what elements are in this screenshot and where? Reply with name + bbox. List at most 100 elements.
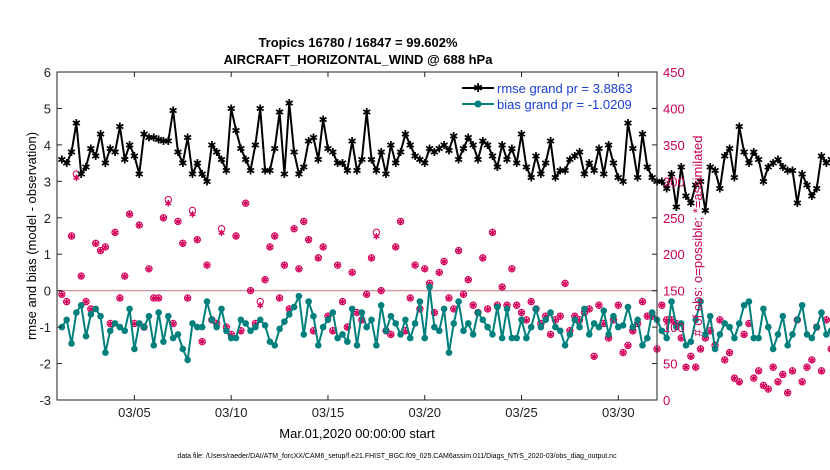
obs-assimilated-point: ✱: [745, 320, 753, 330]
obs-assimilated-point: ✱: [232, 233, 240, 243]
rmse-point: ✱: [256, 102, 265, 115]
obs-possible-point: [556, 312, 564, 320]
obs-possible-point: [387, 330, 395, 339]
bias-point: [431, 323, 438, 331]
obs-possible-point: [396, 217, 405, 226]
legend-rmse-marker: ✱: [473, 81, 483, 95]
obs-possible-point: [508, 265, 516, 273]
obs-possible-point: [77, 272, 85, 280]
bias-point: [445, 349, 453, 356]
obs-possible-point: [411, 261, 419, 269]
rmse-point: ✱: [217, 153, 226, 166]
rmse-point: ✱: [464, 132, 473, 145]
obs-assimilated-point: ✱: [624, 342, 632, 352]
bias-point: [281, 318, 288, 325]
obs-assimilated-point: ✱: [87, 305, 95, 315]
bias-point: [223, 327, 230, 335]
obs-assimilated-point: ✱: [668, 316, 676, 326]
rmse-point: ✱: [289, 146, 298, 159]
bias-point: [382, 327, 390, 335]
rmse-point: ✱: [469, 139, 478, 152]
rmse-point: ✱: [522, 161, 531, 174]
bias-point: [527, 323, 535, 331]
y-tick-label: 5: [44, 101, 51, 116]
obs-assimilated-point: ✱: [827, 345, 830, 355]
rmse-point: ✱: [183, 132, 192, 145]
bias-point: [634, 316, 641, 324]
obs-assimilated-point: ✱: [798, 378, 806, 388]
bias-point: [305, 298, 312, 305]
rmse-point: ✱: [67, 146, 76, 159]
obs-assimilated-point: ✱: [169, 320, 177, 330]
obs-possible-point: [367, 254, 376, 262]
obs-possible-point: [725, 348, 734, 357]
rmse-point: ✱: [154, 133, 163, 146]
obs-assimilated-point: ✱: [339, 298, 347, 308]
bias-point: [687, 338, 695, 345]
bias-point: [174, 331, 182, 338]
y2-tick-label: 150: [663, 284, 685, 299]
obs-possible-point: [256, 297, 264, 306]
bias-point: [310, 312, 317, 320]
obs-possible-point: [72, 170, 81, 178]
obs-possible-point: [803, 363, 811, 371]
obs-assimilated-point: ✱: [397, 218, 405, 228]
bias-point: [218, 305, 225, 313]
bias-point: [116, 323, 124, 331]
rmse-point: ✱: [517, 128, 526, 141]
bias-point: [150, 342, 158, 349]
obs-assimilated-point: ✱: [658, 302, 666, 312]
obs-assimilated-point: ✱: [547, 331, 555, 341]
obs-assimilated-point: ✱: [716, 316, 724, 326]
bias-point: [406, 334, 414, 342]
rmse-point: ✱: [130, 150, 139, 163]
obs-possible-point: [154, 294, 163, 302]
bias-point: [184, 356, 191, 364]
obs-possible-point: [290, 225, 298, 233]
obs-assimilated-point: ✱: [518, 309, 526, 319]
obs-assimilated-point: ✱: [561, 280, 569, 290]
y-tick-label: -3: [39, 393, 51, 408]
rmse-point: ✱: [173, 146, 182, 159]
obs-possible-point: [135, 221, 143, 229]
bias-point: [692, 316, 700, 324]
bias-point: [523, 334, 530, 342]
obs-assimilated-point: ✱: [513, 302, 521, 312]
bias-point: [256, 316, 264, 324]
bias-point: [518, 316, 525, 324]
bias-point: [106, 327, 114, 335]
obs-possible-point: [696, 345, 705, 353]
obs-assimilated-point: ✱: [261, 276, 269, 286]
plot-frame: [56, 71, 658, 401]
rmse-point: ✱: [57, 153, 66, 166]
obs-possible-point: [193, 235, 202, 244]
obs-possible-point: [125, 210, 134, 218]
rmse-point: ✱: [662, 183, 671, 196]
bias-point: [464, 320, 472, 327]
obs-possible-point: [179, 239, 187, 247]
bias-point: [344, 338, 351, 345]
obs-possible-point: [512, 301, 521, 309]
rmse-point: ✱: [551, 172, 560, 185]
obs-possible-point: [164, 195, 172, 204]
y2-tick-label: 250: [663, 211, 685, 226]
rmse-point: ✱: [396, 146, 405, 159]
obs-possible-point: [406, 294, 414, 302]
rmse-point: ✱: [507, 143, 516, 156]
obs-possible-point: [716, 316, 724, 324]
bias-point: [764, 323, 772, 331]
obs-possible-point: [121, 272, 129, 280]
rmse-point: ✱: [188, 168, 197, 181]
obs-possible-point: [300, 217, 308, 226]
bias-point: [823, 331, 830, 338]
rmse-point: ✱: [77, 168, 86, 181]
bias-point: [644, 334, 651, 342]
rmse-point: ✱: [681, 190, 690, 203]
bias-point: [426, 283, 433, 291]
bias-point: [803, 331, 811, 338]
rmse-point: ✱: [159, 135, 168, 148]
bias-point: [581, 305, 588, 313]
rmse-point: ✱: [546, 135, 555, 148]
obs-possible-point: [150, 294, 158, 302]
bias-point: [769, 345, 777, 353]
